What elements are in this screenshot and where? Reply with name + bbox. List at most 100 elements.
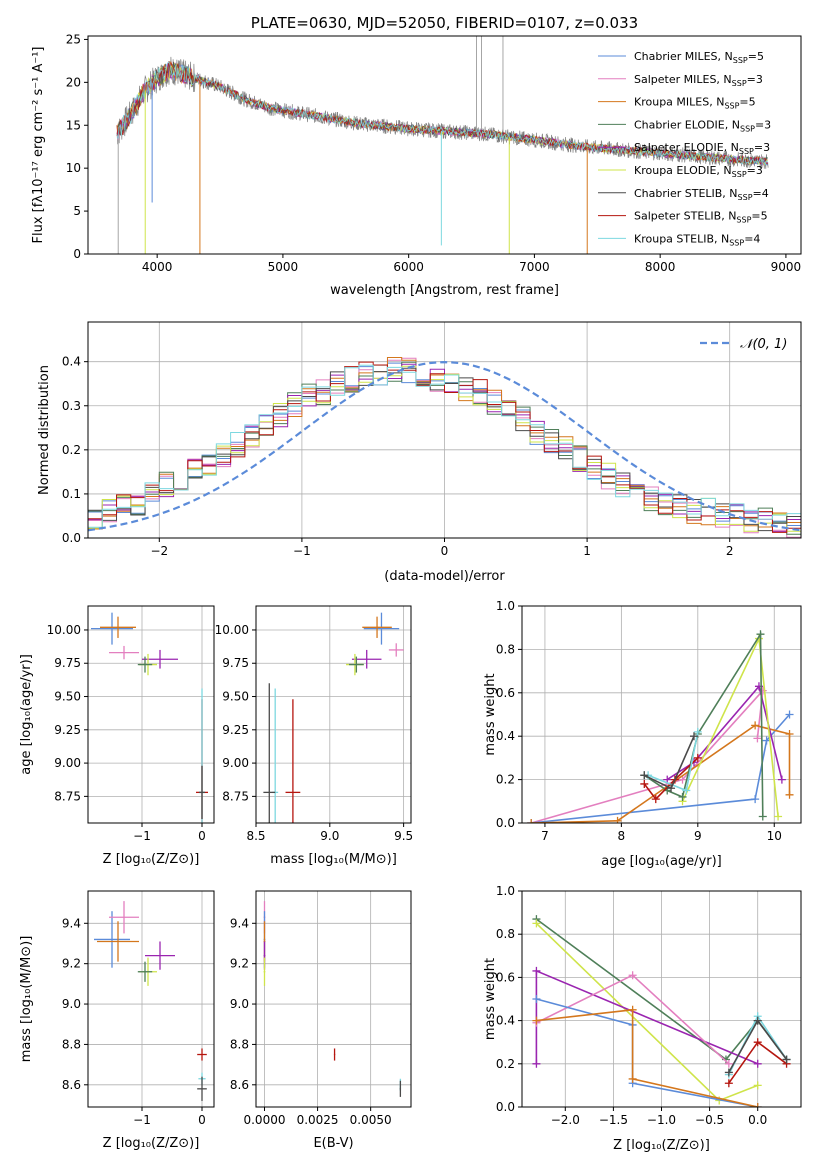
legend-sub: SSP bbox=[733, 56, 748, 65]
gaussian-curve bbox=[88, 360, 801, 532]
y-tick-label: 9.50 bbox=[54, 690, 81, 704]
x-tick-label: 7000 bbox=[519, 260, 550, 274]
y-tick-label: 8.8 bbox=[230, 1037, 249, 1051]
weight-marker bbox=[785, 790, 794, 799]
x-tick-label: −1.5 bbox=[599, 1113, 628, 1127]
weight-marker bbox=[532, 1059, 541, 1068]
weight-line-0 bbox=[530, 688, 764, 823]
x-tick-label: 6000 bbox=[393, 260, 424, 274]
chart-title: PLATE=0630, MJD=52050, FIBERID=0107, z=0… bbox=[251, 14, 638, 32]
legend-suffix: =3 bbox=[754, 141, 770, 154]
weight-marker bbox=[753, 1081, 762, 1090]
y-tick-label: 9.75 bbox=[222, 656, 249, 670]
legend-name: Chabrier STELIB, N bbox=[634, 187, 738, 200]
y-tick-label: 0.6 bbox=[496, 686, 515, 700]
axes-frame bbox=[521, 605, 802, 824]
spectrum-plot-area bbox=[116, 36, 769, 254]
y-tick-label: 0.4 bbox=[62, 355, 81, 369]
legend-suffix: =3 bbox=[747, 73, 763, 86]
y-axis-label: Flux [fλ10⁻¹⁷ erg cm⁻² s⁻¹ A⁻¹] bbox=[31, 47, 46, 244]
weight_vs_Z-chart: −2.0 −1.5 −1.0 −0.5 0.0 0.0 0.2 0.4 0.6 0.8 1.0 Z [… bbox=[483, 884, 802, 1153]
x-tick-label: 0 bbox=[441, 544, 449, 558]
y-tick-label: 15 bbox=[66, 118, 81, 132]
y-tick-label: 10.00 bbox=[47, 623, 81, 637]
legend-name: Chabrier ELODIE, N bbox=[634, 118, 740, 131]
legend-entry: 𝒩(0, 1) bbox=[740, 337, 787, 352]
x-tick-label: 0 bbox=[198, 1113, 206, 1127]
weight-line-4 bbox=[536, 998, 758, 1107]
y-tick-label: 0.4 bbox=[496, 1014, 515, 1028]
x-tick-label: −1 bbox=[293, 544, 311, 558]
legend-entry: Kroupa ELODIE, NSSP=3 bbox=[634, 164, 763, 179]
weight-marker bbox=[527, 819, 536, 823]
x-tick-label: −0.5 bbox=[695, 1113, 724, 1127]
weight-marker bbox=[753, 1059, 762, 1068]
x-tick-label: 0 bbox=[198, 829, 206, 843]
legend-suffix: =3 bbox=[755, 118, 771, 131]
x-tick-label: 7 bbox=[541, 829, 549, 843]
axes-frame bbox=[87, 35, 802, 255]
y-tick-label: 9.4 bbox=[62, 916, 81, 930]
y-tick-label: 9.50 bbox=[222, 690, 249, 704]
weight-marker bbox=[532, 966, 541, 975]
y-tick-label: 8.8 bbox=[62, 1037, 81, 1051]
legend-sub: SSP bbox=[724, 102, 739, 111]
weight_vs_Z-plot-area bbox=[532, 915, 791, 1107]
y-tick-label: 9.4 bbox=[230, 916, 249, 930]
weight-line-1 bbox=[535, 922, 758, 1102]
x-tick-label: 2 bbox=[726, 544, 734, 558]
legend-name: Kroupa ELODIE, N bbox=[634, 164, 732, 177]
y-tick-label: 5 bbox=[73, 204, 81, 218]
y-tick-label: 0.6 bbox=[496, 970, 515, 984]
y-tick-label: 20 bbox=[66, 75, 81, 89]
x-axis-label: Z [log₁₀(Z/Z⊙)] bbox=[103, 1136, 200, 1151]
y-tick-label: 9.0 bbox=[62, 997, 81, 1011]
y-axis-label: mass [log₁₀(M/M⊙)] bbox=[19, 936, 34, 1063]
legend-suffix: =4 bbox=[753, 187, 769, 200]
weight-marker bbox=[774, 812, 783, 821]
x-axis-label: E(B-V) bbox=[313, 1136, 353, 1151]
x-tick-label: 9.5 bbox=[394, 829, 413, 843]
legend-entry: Chabrier ELODIE, NSSP=3 bbox=[634, 118, 771, 133]
age_vs_Z-chart: −1 0 8.75 9.00 9.25 9.50 9.75 10.00 Z [log₁₀(Z/Z… bbox=[19, 605, 215, 867]
x-tick-label: −2.0 bbox=[551, 1113, 580, 1127]
x-tick-label: 10 bbox=[767, 829, 782, 843]
y-tick-label: 0.8 bbox=[496, 642, 515, 656]
weight-marker bbox=[693, 727, 702, 736]
age_vs_mass-chart: 8.5 9.0 9.5 8.75 9.00 9.25 9.50 9.75 10.00 mass [… bbox=[215, 605, 413, 867]
y-axis-label: mass weight bbox=[483, 958, 498, 1040]
x-axis-label: Z [log₁₀(Z/Z⊙)] bbox=[103, 852, 200, 867]
y-tick-label: 0.2 bbox=[496, 1057, 515, 1071]
legend-entry: Kroupa STELIB, NSSP=4 bbox=[634, 232, 760, 247]
weight-marker bbox=[640, 771, 649, 780]
y-tick-label: 0.8 bbox=[496, 927, 515, 941]
legend-entry: Salpeter MILES, NSSP=3 bbox=[634, 73, 763, 88]
y-tick-label: 9.2 bbox=[230, 957, 249, 971]
weight-marker bbox=[651, 795, 660, 804]
axes-frame bbox=[521, 890, 802, 1108]
legend-entry: Salpeter ELODIE, NSSP=3 bbox=[634, 141, 770, 156]
age_vs_mass-plot-area bbox=[263, 612, 404, 823]
y-tick-label: 0.2 bbox=[496, 773, 515, 787]
legend-suffix: =5 bbox=[739, 96, 755, 109]
y-tick-label: 8.6 bbox=[62, 1078, 81, 1092]
y-tick-label: 0.2 bbox=[62, 443, 81, 457]
weight-marker bbox=[758, 812, 767, 821]
legend-entry: Salpeter STELIB, NSSP=5 bbox=[634, 210, 768, 225]
residuals-chart: −2 −1 0 1 2 0.0 0.1 0.2 0.3 0.4 (data-model)/error… bbox=[37, 321, 802, 584]
y-tick-label: 0.3 bbox=[62, 399, 81, 413]
legend-suffix: =5 bbox=[748, 50, 764, 63]
x-axis-label: mass [log₁₀(M/M⊙)] bbox=[270, 852, 397, 867]
legend-sub: SSP bbox=[732, 79, 747, 88]
legend-sub: SSP bbox=[738, 193, 753, 202]
weight-line-2 bbox=[531, 724, 791, 823]
y-tick-label: 0 bbox=[73, 247, 81, 261]
x-tick-label: 0.0 bbox=[748, 1113, 767, 1127]
y-tick-label: 0.1 bbox=[62, 487, 81, 501]
x-tick-label: 5000 bbox=[268, 260, 299, 274]
y-tick-label: 9.75 bbox=[54, 656, 81, 670]
weight-marker bbox=[785, 730, 794, 739]
y-axis-label: mass weight bbox=[483, 673, 498, 755]
legend-name: Salpeter MILES, N bbox=[634, 73, 732, 86]
legend-name: Salpeter ELODIE, N bbox=[634, 141, 739, 154]
